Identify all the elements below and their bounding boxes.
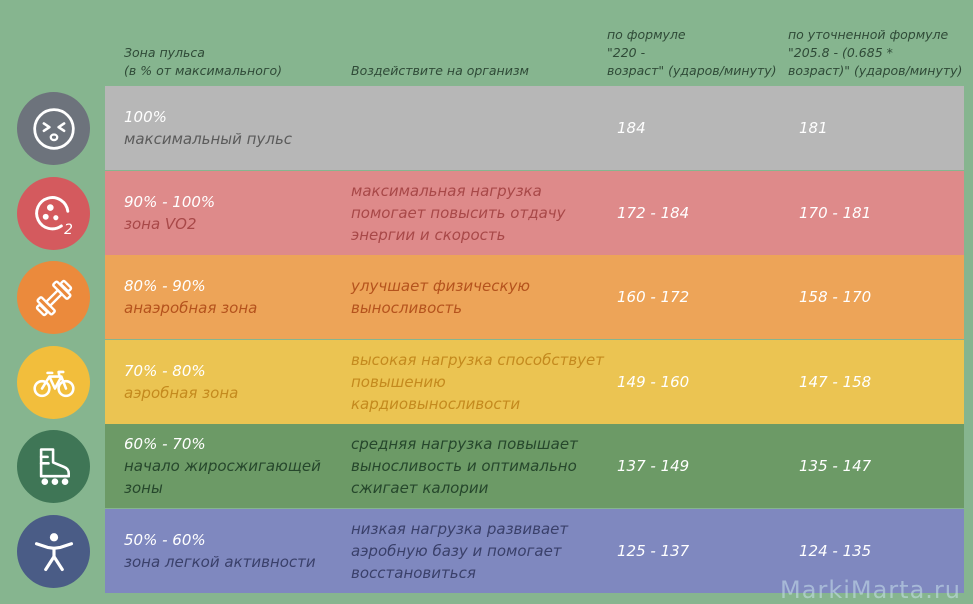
zone-cell: 70% - 80% аэробная зона <box>124 360 334 404</box>
zone-percent: 90% - 100% <box>124 193 216 211</box>
zone-cell: 80% - 90% анаэробная зона <box>124 275 334 319</box>
effect-cell: максимальная нагрузка помогает повысить … <box>351 182 566 244</box>
zone-cell: 90% - 100% зона VO2 <box>124 191 334 235</box>
effect-cell: средняя нагрузка повышает выносливость и… <box>351 435 578 497</box>
table-row: 90% - 100% зона VO2 максимальная нагрузка … <box>105 171 964 255</box>
effect-cell: низкая нагрузка развивает аэробную базу … <box>351 520 569 582</box>
formula2-cell: 124 - 135 <box>799 542 872 560</box>
formula1-cell: 172 - 184 <box>617 204 690 222</box>
zone-percent: 80% - 90% <box>124 277 206 295</box>
effect-cell: улучшает физическую выносливость <box>351 277 531 317</box>
zone-cell: 100% максимальный пульс <box>124 106 334 150</box>
zone-name: зона легкой активности <box>124 553 316 571</box>
header-effect-column: Воздействите на организм <box>351 63 529 78</box>
watermark: MarkiMarta.ru <box>780 576 961 604</box>
table-row: 70% - 80% аэробная зона высокая нагрузка с… <box>105 340 964 424</box>
svg-text:2: 2 <box>64 222 73 237</box>
formula2-cell: 158 - 170 <box>799 288 872 306</box>
formula2-cell: 170 - 181 <box>799 204 872 222</box>
exhausted-face-icon <box>17 92 90 165</box>
formula1-cell: 160 - 172 <box>617 288 690 306</box>
table-row: 80% - 90% анаэробная зона улучшает физичес… <box>105 255 964 339</box>
oxygen-o2-icon: 2 <box>17 177 90 250</box>
formula2-cell: 147 - 158 <box>799 373 872 391</box>
stretching-person-icon <box>17 515 90 588</box>
zone-percent: 70% - 80% <box>124 362 206 380</box>
zone-name: максимальный пульс <box>124 130 293 148</box>
zone-cell: 50% - 60% зона легкой активности <box>124 529 334 573</box>
formula2-cell: 181 <box>799 119 828 137</box>
zone-name: аэробная зона <box>124 384 239 402</box>
roller-skate-icon <box>17 430 90 503</box>
table-row: 50% - 60% зона легкой активности низкая на… <box>105 509 964 593</box>
header-formula1-column: по формуле "220 - возраст" (ударов/минут… <box>607 27 777 78</box>
table-row: 100% максимальный пульс 184 181 <box>105 86 964 170</box>
effect-cell: высокая нагрузка способствует повышению … <box>351 351 605 413</box>
zone-name: анаэробная зона <box>124 299 258 317</box>
formula1-cell: 137 - 149 <box>617 457 690 475</box>
zone-name: зона VO2 <box>124 215 197 233</box>
dumbbell-icon <box>17 261 90 334</box>
formula1-cell: 184 <box>617 119 646 137</box>
zone-name: начало жиросжигающей зоны <box>124 457 321 497</box>
zone-cell: 60% - 70% начало жиросжигающей зоны <box>124 433 334 499</box>
formula1-cell: 125 - 137 <box>617 542 690 560</box>
header-formula2-column: по уточненной формуле "205.8 - (0.685 * … <box>788 27 963 78</box>
zone-percent: 60% - 70% <box>124 435 206 453</box>
bicycle-icon <box>17 346 90 419</box>
zone-percent: 50% - 60% <box>124 531 206 549</box>
table-row: 60% - 70% начало жиросжигающей зоны средня… <box>105 424 964 508</box>
formula1-cell: 149 - 160 <box>617 373 690 391</box>
header-zone-column: Зона пульса (в % от максимального) <box>124 45 282 78</box>
formula2-cell: 135 - 147 <box>799 457 872 475</box>
zone-percent: 100% <box>124 108 167 126</box>
